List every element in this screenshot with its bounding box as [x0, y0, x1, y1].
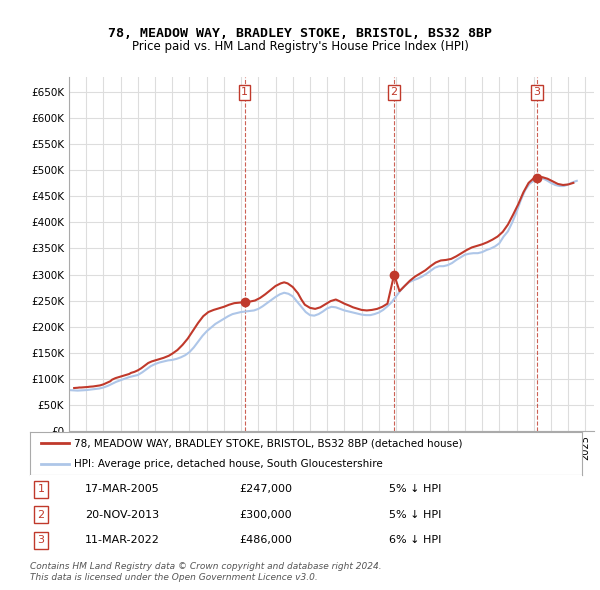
Text: 3: 3 — [38, 535, 44, 545]
Text: £300,000: £300,000 — [240, 510, 292, 520]
Text: 17-MAR-2005: 17-MAR-2005 — [85, 484, 160, 494]
Text: HPI: Average price, detached house, South Gloucestershire: HPI: Average price, detached house, Sout… — [74, 460, 383, 469]
Text: This data is licensed under the Open Government Licence v3.0.: This data is licensed under the Open Gov… — [30, 573, 318, 582]
Text: 11-MAR-2022: 11-MAR-2022 — [85, 535, 160, 545]
Text: 78, MEADOW WAY, BRADLEY STOKE, BRISTOL, BS32 8BP (detached house): 78, MEADOW WAY, BRADLEY STOKE, BRISTOL, … — [74, 438, 463, 448]
Text: 5% ↓ HPI: 5% ↓ HPI — [389, 510, 441, 520]
Text: 1: 1 — [38, 484, 44, 494]
Text: Price paid vs. HM Land Registry's House Price Index (HPI): Price paid vs. HM Land Registry's House … — [131, 40, 469, 53]
Text: 78, MEADOW WAY, BRADLEY STOKE, BRISTOL, BS32 8BP: 78, MEADOW WAY, BRADLEY STOKE, BRISTOL, … — [108, 27, 492, 40]
Text: 5% ↓ HPI: 5% ↓ HPI — [389, 484, 441, 494]
Text: £247,000: £247,000 — [240, 484, 293, 494]
Text: 6% ↓ HPI: 6% ↓ HPI — [389, 535, 441, 545]
Text: £486,000: £486,000 — [240, 535, 293, 545]
Text: 2: 2 — [37, 510, 44, 520]
Text: 1: 1 — [241, 87, 248, 97]
Text: 20-NOV-2013: 20-NOV-2013 — [85, 510, 160, 520]
Text: Contains HM Land Registry data © Crown copyright and database right 2024.: Contains HM Land Registry data © Crown c… — [30, 562, 382, 571]
Text: 3: 3 — [533, 87, 541, 97]
Text: 2: 2 — [391, 87, 398, 97]
